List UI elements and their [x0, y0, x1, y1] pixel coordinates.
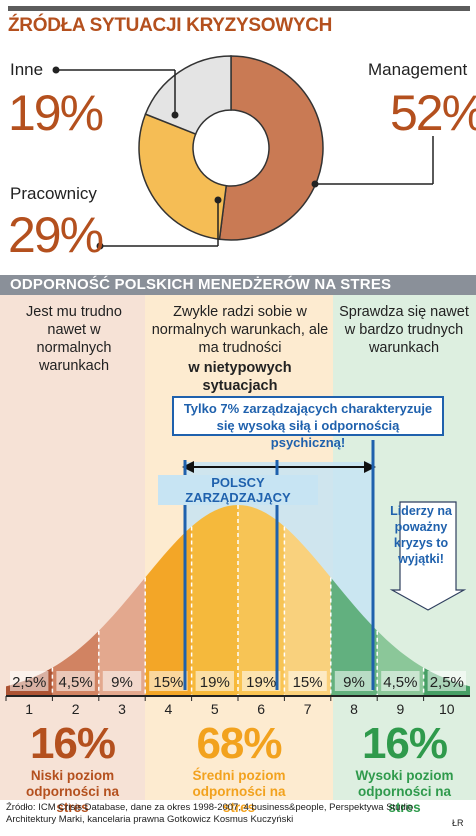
section-title: ODPORNOŚĆ POLSKICH MENEDŻERÓW NA STRES [10, 276, 392, 293]
x-tick-10: 10 [439, 701, 455, 717]
column-low-bg [0, 295, 145, 800]
leader-dot-inne [52, 66, 60, 74]
x-tick-6: 6 [257, 701, 265, 717]
value-label-bg [288, 671, 327, 691]
slice-label-management: Management [368, 60, 468, 79]
x-tick-2: 2 [72, 701, 80, 717]
x-tick-9: 9 [397, 701, 405, 717]
range-label: POLSCY ZARZĄDZAJĄCY [158, 475, 318, 505]
group-high: 16% Wysoki poziom odporności na stres [333, 720, 476, 816]
x-tick-5: 5 [211, 701, 219, 717]
bar-3 [98, 577, 146, 696]
x-tick-4: 4 [165, 701, 173, 717]
group-high-pct: 16% [361, 719, 448, 768]
source-note: Źródło: ICM Crisis Database, dane za okr… [6, 802, 414, 825]
column-mid-text: Zwykle radzi sobie w normalnych warunkac… [151, 304, 329, 356]
value-label-6: 19% [246, 674, 276, 691]
group-high-label: Wysoki poziom odporności na stres [355, 768, 454, 815]
bar-8 [330, 577, 378, 696]
leaders-note: Liderzy na poważny kryzys to wyjątki! [390, 504, 452, 566]
value-label-bg [56, 671, 95, 691]
distribution-chart: 2,5% 4,5% 9% 15% 19% 19% 15% 9% 4,5% 2,5% 1 2 3 4 5 6 7… [5, 440, 470, 717]
column-high-text: Sprawdza się nawet w bardzo trudnych war… [339, 304, 469, 356]
slice-value-inne: 19% [8, 85, 104, 141]
value-label-2: 4,5% [58, 674, 92, 691]
slice-value-management: 52% [390, 85, 476, 141]
leader-dot-pracownicy-end [214, 196, 222, 204]
leaders-arrow-shape [389, 501, 467, 611]
donut-slice-management [218, 55, 324, 241]
value-label-bg [381, 671, 420, 691]
value-label-1: 2,5% [12, 674, 46, 691]
group-mid-label: Średni poziom odporności na stres [192, 768, 286, 815]
slice-label-inne: Inne [10, 60, 44, 79]
author-signature: ŁR [452, 818, 464, 828]
group-mid: 68% Średni poziom odporności na stres [145, 720, 333, 816]
value-label-10: 2,5% [430, 674, 464, 691]
callout-box: Tylko 7% zarządzających charakteryzuje s… [172, 396, 444, 450]
range-arrow-right [364, 461, 376, 473]
column-low-text: Jest mu trudno nawet w normalnych warunk… [26, 304, 122, 374]
value-label-5: 19% [200, 674, 230, 691]
donut-slice-pracownicy [138, 113, 228, 241]
top-rule [8, 6, 470, 11]
value-label-bg [149, 671, 188, 691]
donut-chart [52, 55, 434, 250]
bar-5 [191, 505, 238, 696]
value-label-7: 15% [293, 674, 323, 691]
group-low-label: Niski poziom odporności na stres [25, 768, 119, 815]
x-tick-1: 1 [25, 701, 33, 717]
value-label-bg [242, 671, 281, 691]
value-label-bg [427, 671, 466, 691]
chart-title: ŹRÓDŁA SYTUACJI KRYZYSOWYCH [8, 15, 333, 36]
bar-4 [145, 526, 192, 696]
group-low-pct: 16% [29, 719, 116, 768]
value-label-8: 9% [343, 674, 365, 691]
value-label-bg [102, 671, 142, 691]
leader-dot-inne-end [171, 111, 179, 119]
value-label-4: 15% [153, 674, 183, 691]
slice-label-pracownicy: Pracownicy [10, 184, 97, 203]
bar-7 [284, 526, 331, 696]
range-arrow-left [182, 461, 194, 473]
column-mid-text-bold: w nietypowych sytuacjach [188, 360, 292, 394]
x-tick-7: 7 [304, 701, 312, 717]
slice-value-pracownicy: 29% [8, 207, 104, 263]
donut-slice-inne [144, 55, 232, 135]
value-label-bg [334, 671, 374, 691]
section-title-bar: ODPORNOŚĆ POLSKICH MENEDŻERÓW NA STRES [0, 275, 476, 295]
x-tick-8: 8 [350, 701, 358, 717]
leader-dot-management [311, 180, 319, 188]
value-label-9: 4,5% [383, 674, 417, 691]
group-mid-pct: 68% [196, 719, 282, 768]
callout-text: Tylko 7% zarządzających charakteryzuje s… [183, 401, 433, 450]
group-low: 16% Niski poziom odporności na stres [0, 720, 145, 816]
value-label-bg [195, 671, 234, 691]
bar-6 [238, 505, 285, 696]
value-label-bg [10, 671, 49, 691]
x-tick-3: 3 [118, 701, 126, 717]
leader-dot-pracownicy [96, 242, 104, 250]
value-label-3: 9% [111, 674, 133, 691]
